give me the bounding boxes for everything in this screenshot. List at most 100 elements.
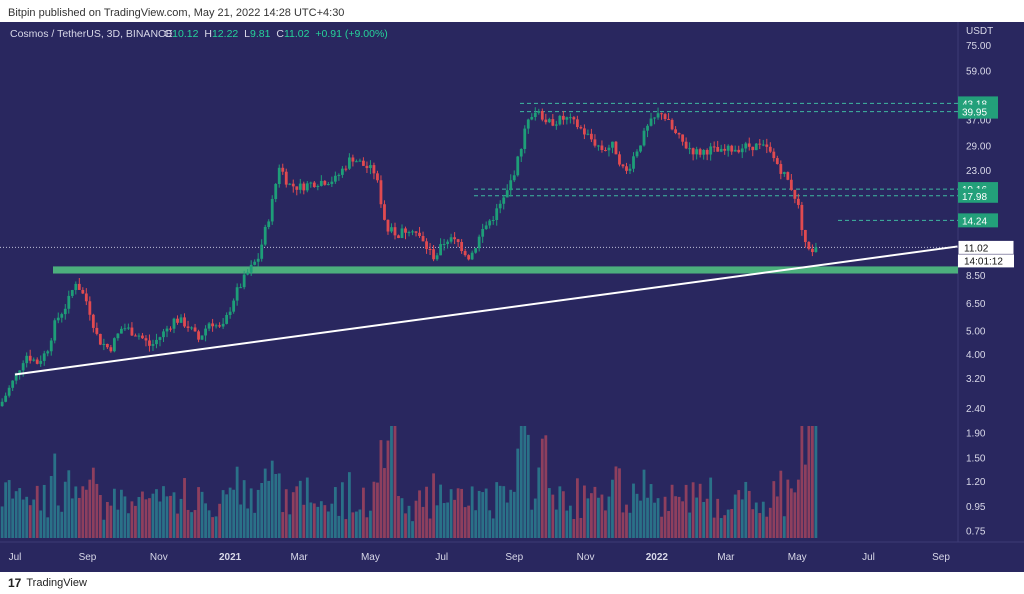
candle [165,325,169,338]
volume-bar [330,503,334,538]
candle [277,164,281,188]
candle [39,355,43,367]
candle-body [39,360,43,364]
level-text: 39.95 [962,108,987,119]
candle [98,333,102,346]
candle [751,146,755,157]
trendline[interactable] [14,244,964,376]
volume-bar [60,511,64,538]
candle-body [649,118,653,126]
trendline-line[interactable] [14,244,964,376]
candle-body [810,248,814,253]
candle-body [134,335,137,337]
candle-body [807,241,811,249]
candle-body [53,320,57,341]
volume-bar [249,488,253,538]
volume-bar [77,497,81,538]
candle [530,113,534,121]
candle-body [305,183,309,191]
y-tick-label: 1.50 [966,454,986,465]
time-axis[interactable]: Jul Sep Nov 2021 Mar May Jul Sep Nov 2022 Mar May Ju… [9,552,951,563]
candle-body [397,235,400,239]
candle [49,337,53,356]
high-label: H [204,28,212,40]
volume-bar [351,512,355,538]
volume-bar [190,512,193,538]
candle-body [183,317,186,327]
candle-body [63,308,67,315]
volume-bar [470,486,474,538]
candle-body [274,184,278,200]
volume-bar [218,503,222,538]
candle [274,183,278,203]
candle-body [586,133,590,135]
open-label: O [164,28,172,40]
volume-bar [733,494,737,538]
candle-body [579,127,583,129]
candle-body [14,373,18,381]
candle [512,170,516,183]
candle [376,170,379,183]
volume-bar [649,484,653,538]
candle [621,163,625,169]
candle [568,113,572,124]
candle-body [768,146,772,152]
candle [453,232,457,245]
candle-body [88,301,92,315]
candle-body [428,248,432,250]
candle-body [765,144,769,147]
candle [225,312,229,325]
candle [312,181,316,188]
volume-bar [667,510,670,538]
candle [695,146,699,160]
candle [218,322,222,328]
volume-bar [116,509,120,538]
candle [162,328,165,343]
volume-bar [302,504,306,538]
candle [607,144,611,157]
volume-bar [730,509,734,538]
volume-bar [660,516,663,538]
candle-body [477,236,481,249]
candle-body [551,119,555,126]
candle [747,137,751,151]
price-axis[interactable]: 75.00 59.00 37.00 29.00 23.00 8.50 6.50 5.00 4.0… [966,41,991,538]
candle [775,155,779,165]
volume-bar [355,511,358,538]
price-chart[interactable]: 75.00 59.00 37.00 29.00 23.00 8.50 6.50 5.00 4.0… [0,22,1024,572]
candle-body [393,227,397,236]
candle-body [554,124,558,126]
candle-body [35,359,39,364]
candle [446,239,450,249]
volume-bar [625,504,628,538]
candle-body [698,149,702,155]
candle-body [67,295,71,309]
volume-bar [169,495,172,538]
candle-body [288,183,292,185]
candle-body [568,117,572,119]
candle [253,259,257,266]
candle-body [344,168,348,170]
change-value: +0.91 (+9.00%) [315,28,387,40]
support-zone-rect[interactable] [53,266,958,274]
volume-bar [53,453,57,538]
candle-body [530,117,534,120]
candle-body [779,164,783,174]
footer-brand: TradingView [26,577,87,589]
volume-bar [179,498,183,538]
candle-body [793,189,797,199]
volume-bar [291,492,295,538]
volume-bar [221,490,225,538]
candle-body [470,252,474,260]
candle-body [681,134,685,142]
candle-body [786,172,790,180]
volume-bar [737,490,741,538]
candle [105,343,109,350]
candle [362,157,365,166]
candle [705,148,709,161]
volume-bar [400,498,404,538]
candle-body [670,119,674,130]
candle [579,125,583,130]
candle [474,247,478,254]
volume-bar [246,508,250,538]
